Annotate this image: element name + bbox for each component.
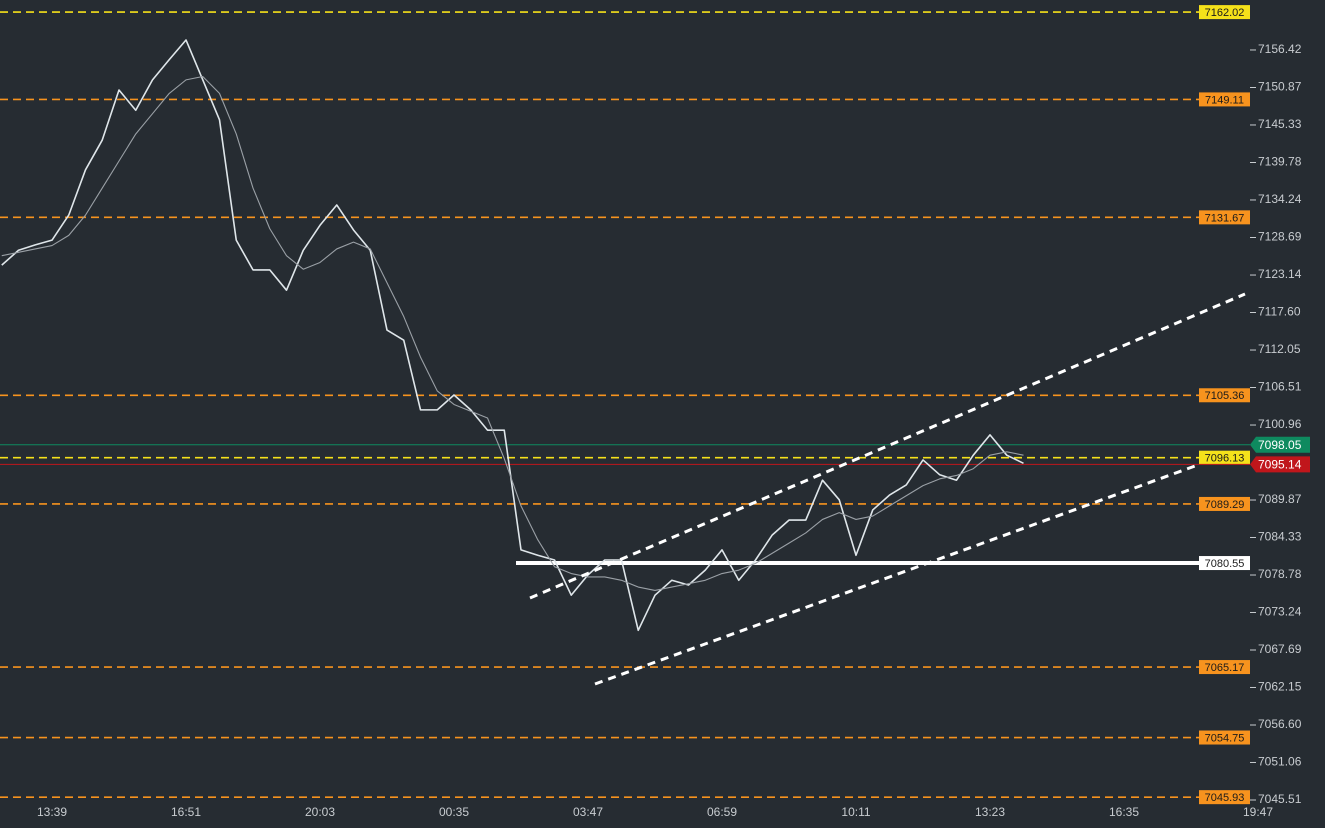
- level-label: 7089.29: [1205, 499, 1245, 511]
- level-tag: [1199, 790, 1250, 805]
- x-tick-label: 03:47: [573, 805, 603, 819]
- level-label: 7096.13: [1205, 453, 1245, 465]
- level-label: 7045.93: [1205, 792, 1245, 804]
- y-tick-label: 7134.24: [1258, 192, 1302, 206]
- y-tick-label: 7100.96: [1258, 417, 1302, 431]
- y-tick-label: 7145.33: [1258, 117, 1302, 131]
- x-tick-label: 20:03: [305, 805, 335, 819]
- y-tick-label: 7128.69: [1258, 230, 1302, 244]
- trend-channel-upper: [529, 292, 1246, 600]
- price-tag-label: 7098.05: [1258, 438, 1302, 452]
- y-tick-label: 7084.33: [1258, 530, 1302, 544]
- y-tick-label: 7078.78: [1258, 567, 1302, 581]
- y-tick-label: 7112.05: [1258, 342, 1301, 356]
- level-label: 7149.11: [1205, 94, 1244, 106]
- y-tick-label: 7106.51: [1258, 380, 1302, 394]
- level-label: 7131.67: [1205, 212, 1245, 224]
- x-tick-label: 16:35: [1109, 805, 1139, 819]
- level-tag: [1199, 210, 1250, 225]
- x-tick-label: 00:35: [439, 805, 469, 819]
- level-label: 7105.36: [1205, 390, 1245, 402]
- level-label: 7054.75: [1205, 732, 1245, 744]
- level-tag: [1199, 450, 1250, 465]
- y-tick-label: 7089.87: [1258, 492, 1302, 506]
- y-tick-label: 7067.69: [1258, 642, 1302, 656]
- level-tag: [1199, 92, 1250, 107]
- price-line-series: [1, 39, 1024, 632]
- x-tick-label: 06:59: [707, 805, 737, 819]
- y-tick-label: 7156.42: [1258, 42, 1302, 56]
- level-label: 7080.55: [1205, 558, 1245, 570]
- level-tag: [1199, 660, 1250, 675]
- price-line-series: [1, 75, 1024, 591]
- y-tick-label: 7056.60: [1258, 717, 1302, 731]
- y-tick-label: 7062.15: [1258, 680, 1302, 694]
- level-tag: [1199, 556, 1250, 571]
- y-tick-label: 7117.60: [1258, 305, 1301, 319]
- y-tick-label: 7051.06: [1258, 755, 1302, 769]
- level-tag: [1199, 730, 1250, 745]
- level-label: 7065.17: [1205, 662, 1245, 674]
- price-tag: [1250, 436, 1310, 453]
- y-tick-label: 7139.78: [1258, 155, 1302, 169]
- x-tick-label: 16:51: [171, 805, 201, 819]
- y-tick-label: 7150.87: [1258, 80, 1302, 94]
- y-tick-label: 7073.24: [1258, 605, 1302, 619]
- x-tick-label: 10:11: [841, 805, 870, 819]
- level-tag: [1199, 5, 1250, 20]
- y-tick-label: 7123.14: [1258, 267, 1302, 281]
- price-tag-label: 7095.14: [1258, 458, 1302, 472]
- price-tag: [1250, 456, 1310, 473]
- x-tick-label: 13:23: [975, 805, 1005, 819]
- x-tick-label: 19:47: [1243, 805, 1273, 819]
- x-tick-label: 13:39: [37, 805, 67, 819]
- level-tag: [1199, 496, 1250, 511]
- level-label: 7162.02: [1205, 7, 1245, 19]
- level-tag: [1199, 388, 1250, 403]
- y-tick-label: 7045.51: [1258, 792, 1302, 806]
